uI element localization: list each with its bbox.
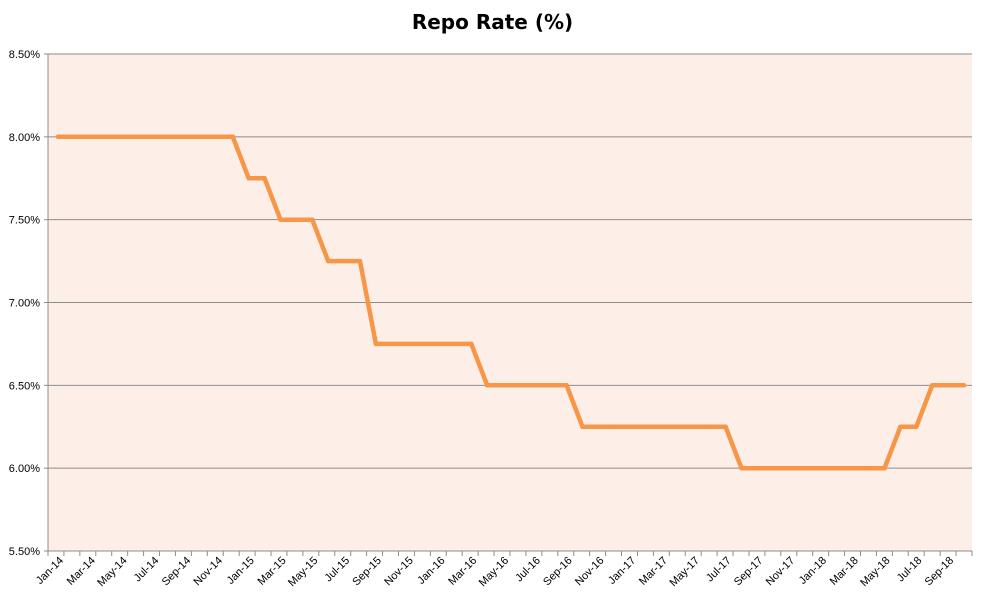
data-point — [898, 424, 903, 429]
y-tick-label: 6.00% — [9, 463, 40, 475]
data-point — [659, 424, 665, 429]
data-point — [55, 134, 61, 140]
x-tick-label: May-14 — [95, 555, 129, 589]
y-tick-label: 8.50% — [9, 49, 40, 61]
x-tick-label: May-17 — [667, 555, 701, 589]
x-tick-label: Jul-14 — [132, 555, 162, 585]
data-point — [87, 134, 92, 140]
data-point — [437, 341, 442, 347]
x-tick-label: Jul-17 — [704, 555, 734, 585]
data-point — [484, 383, 490, 388]
x-tick-label: Sep-14 — [160, 555, 194, 589]
data-point — [357, 258, 363, 264]
y-tick-label: 7.00% — [9, 298, 40, 310]
data-point — [214, 134, 220, 140]
data-point — [612, 424, 617, 429]
data-point — [834, 465, 840, 471]
x-tick-label: Jul-15 — [323, 555, 353, 585]
data-point — [294, 217, 299, 222]
data-point — [596, 424, 601, 429]
data-point — [564, 383, 569, 388]
data-point — [707, 424, 712, 429]
x-tick-label: Mar-14 — [65, 555, 98, 588]
x-tick-label: May-16 — [477, 555, 511, 589]
x-tick-label: Jul-18 — [895, 555, 925, 585]
data-point — [135, 134, 140, 140]
data-point — [389, 341, 394, 347]
data-point — [405, 341, 410, 347]
data-point — [198, 134, 204, 140]
x-tick-label: Sep-15 — [350, 555, 384, 589]
y-tick-label: 8.00% — [9, 132, 40, 144]
x-tick-label: Jul-16 — [513, 555, 543, 585]
data-point — [151, 134, 156, 140]
data-point — [230, 134, 236, 140]
x-tick-label: May-18 — [858, 555, 892, 589]
data-point — [548, 383, 553, 388]
data-point — [119, 134, 124, 140]
data-point — [643, 424, 649, 429]
x-tick-label: Jan-14 — [34, 555, 66, 587]
data-point — [326, 258, 331, 264]
data-point — [739, 465, 744, 471]
data-point — [930, 383, 935, 388]
x-tick-label: Jan-18 — [797, 555, 829, 587]
data-point — [914, 424, 919, 429]
data-point — [945, 383, 951, 388]
x-tick-label: Mar-16 — [446, 555, 479, 588]
data-point — [882, 465, 887, 471]
data-point — [961, 383, 967, 388]
data-point — [723, 424, 728, 429]
data-point — [516, 383, 522, 388]
data-point — [866, 465, 871, 471]
data-point — [786, 465, 792, 471]
y-tick-label: 5.50% — [9, 546, 40, 558]
data-point — [628, 424, 633, 429]
data-point — [532, 383, 538, 388]
data-point — [103, 134, 108, 140]
data-point — [818, 465, 824, 471]
data-point — [850, 465, 855, 471]
x-tick-label: Mar-17 — [637, 555, 670, 588]
data-point — [755, 465, 760, 471]
x-tick-label: Jan-16 — [415, 555, 447, 587]
data-point — [278, 217, 283, 222]
x-tick-label: Jan-17 — [606, 555, 638, 587]
data-point — [675, 424, 681, 429]
series-line-repo-rate — [55, 134, 967, 471]
data-point — [167, 134, 172, 140]
x-tick-label: Sep-17 — [732, 555, 766, 589]
x-tick-label: Nov-15 — [382, 555, 416, 589]
data-point — [453, 341, 458, 347]
data-point — [246, 176, 251, 181]
x-tick-label: Sep-16 — [541, 555, 575, 589]
data-point — [71, 134, 77, 140]
x-tick-label: Nov-14 — [192, 555, 226, 589]
y-tick-label: 7.50% — [9, 215, 40, 227]
x-tick-label: Sep-18 — [923, 555, 957, 589]
data-point — [580, 424, 585, 429]
x-tick-label: Jan-15 — [225, 555, 257, 587]
data-point — [771, 465, 776, 471]
data-point — [341, 258, 347, 264]
data-point — [469, 341, 474, 347]
x-tick-label: Mar-15 — [256, 555, 289, 588]
x-tick-label: Nov-17 — [764, 555, 798, 589]
data-point — [691, 424, 696, 429]
data-point — [421, 341, 426, 347]
x-tick-label: May-15 — [286, 555, 320, 589]
data-point — [262, 176, 267, 181]
data-point — [373, 341, 379, 347]
data-point — [310, 217, 315, 222]
data-point — [802, 465, 808, 471]
x-tick-label: Nov-16 — [573, 555, 607, 589]
data-point — [500, 383, 506, 388]
y-tick-label: 6.50% — [9, 380, 40, 392]
x-tick-label: Mar-18 — [828, 555, 861, 588]
data-point — [182, 134, 188, 140]
chart-title: Repo Rate (%) — [411, 10, 574, 34]
